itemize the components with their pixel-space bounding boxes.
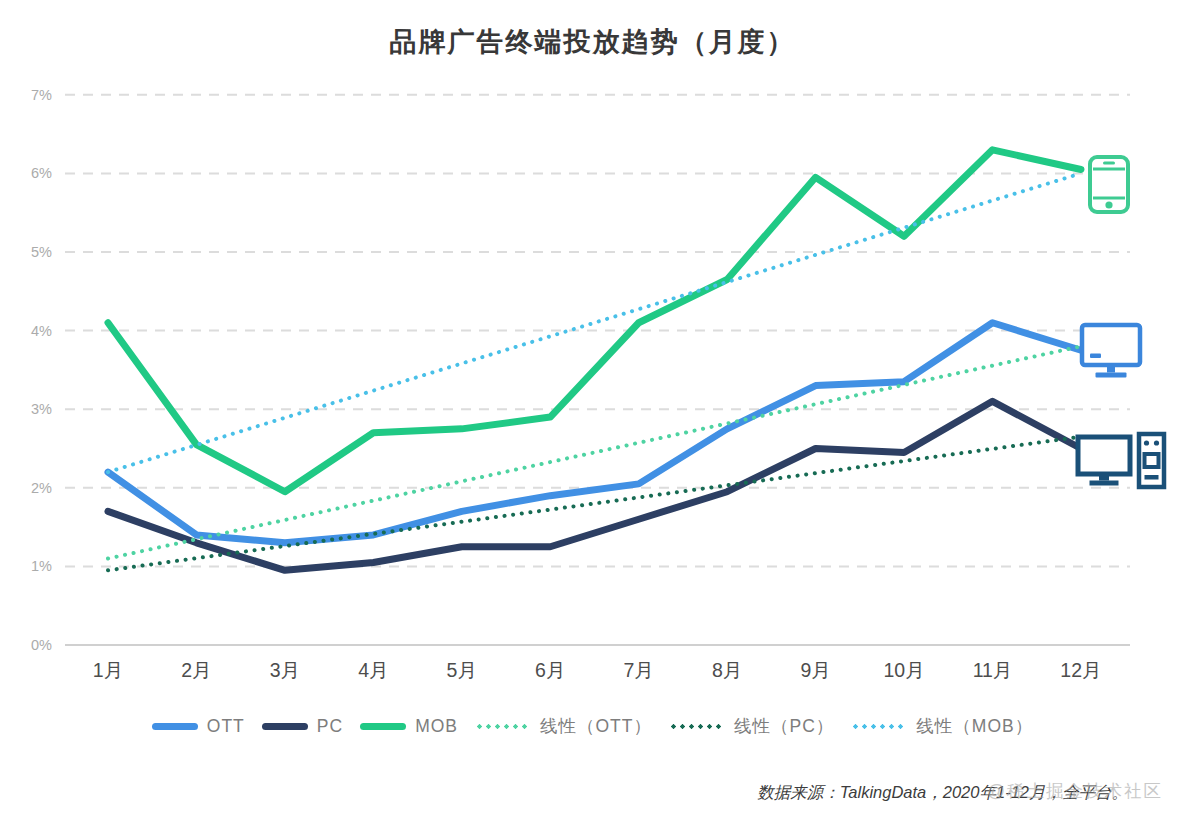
legend-label-trend-mob: 线性（MOB） — [916, 714, 1033, 738]
x-axis-label: 11月 — [973, 659, 1013, 681]
legend-item-trend-mob: 线性（MOB） — [851, 714, 1033, 738]
chart-legend: OTT PC MOB 线性（OTT） 线性（PC） 线性（MOB） — [0, 714, 1185, 738]
x-axis-label: 1月 — [93, 659, 123, 681]
x-axis-label: 5月 — [447, 659, 477, 681]
legend-label-trend-ott: 线性（OTT） — [540, 714, 652, 738]
y-axis-label: 6% — [31, 165, 52, 181]
trend-line-2 — [108, 173, 1081, 472]
x-axis-label: 12月 — [1060, 659, 1101, 681]
y-axis-label: 1% — [31, 558, 52, 574]
x-axis-label: 7月 — [624, 659, 654, 681]
series-line-mob — [108, 150, 1081, 492]
legend-swatch-trend-pc — [669, 724, 725, 729]
legend-swatch-pc — [262, 723, 308, 730]
y-axis-label: 0% — [31, 637, 52, 653]
smartphone-icon — [1090, 157, 1128, 212]
trend-line-0 — [108, 346, 1081, 558]
x-axis-label: 10月 — [883, 659, 924, 681]
legend-swatch-trend-ott — [475, 724, 531, 729]
legend-label-pc: PC — [317, 716, 343, 737]
legend-item-mob: MOB — [360, 716, 458, 737]
trend-line-1 — [108, 437, 1081, 571]
y-axis-label: 5% — [31, 244, 52, 260]
desktop-icon — [1078, 434, 1164, 487]
x-axis-labels: 1月 2月 3月 4月 5月 6月 7月 8月 9月 10月 11月 12月 — [93, 659, 1102, 681]
y-axis-label: 7% — [31, 87, 52, 103]
x-axis-label: 3月 — [270, 659, 300, 681]
y-axis-label: 3% — [31, 401, 52, 417]
y-axis-label: 2% — [31, 480, 52, 496]
x-axis-label: 8月 — [712, 659, 742, 681]
chart-canvas: 0% 1% 2% 3% 4% 5% 6% 7% 1月 2月 3月 4月 5月 6月 7月 8月 9月 10月 11月… — [0, 0, 1185, 710]
legend-swatch-trend-mob — [851, 724, 907, 729]
y-axis-labels: 0% 1% 2% 3% 4% 5% 6% 7% — [31, 87, 52, 653]
legend-item-trend-pc: 线性（PC） — [669, 714, 834, 738]
x-axis-label: 6月 — [535, 659, 565, 681]
chart-page: 品牌广告终端投放趋势（月度） 0%1%2%3%4%5%6%7%1月2月3月4月5… — [0, 0, 1185, 828]
legend-label-mob: MOB — [415, 716, 458, 737]
series-line-pc — [108, 401, 1081, 570]
legend-label-trend-pc: 线性（PC） — [734, 714, 834, 738]
legend-swatch-ott — [152, 723, 198, 730]
watermark: @稀土掘金技术社区 — [987, 779, 1163, 803]
legend-item-ott: OTT — [152, 716, 245, 737]
x-axis-label: 9月 — [800, 659, 830, 681]
legend-item-pc: PC — [262, 716, 343, 737]
legend-item-trend-ott: 线性（OTT） — [475, 714, 652, 738]
x-axis-label: 4月 — [358, 659, 388, 681]
tv-icon — [1082, 325, 1140, 378]
y-axis-label: 4% — [31, 323, 52, 339]
legend-swatch-mob — [360, 723, 406, 730]
legend-label-ott: OTT — [207, 716, 245, 737]
x-axis-label: 2月 — [181, 659, 211, 681]
